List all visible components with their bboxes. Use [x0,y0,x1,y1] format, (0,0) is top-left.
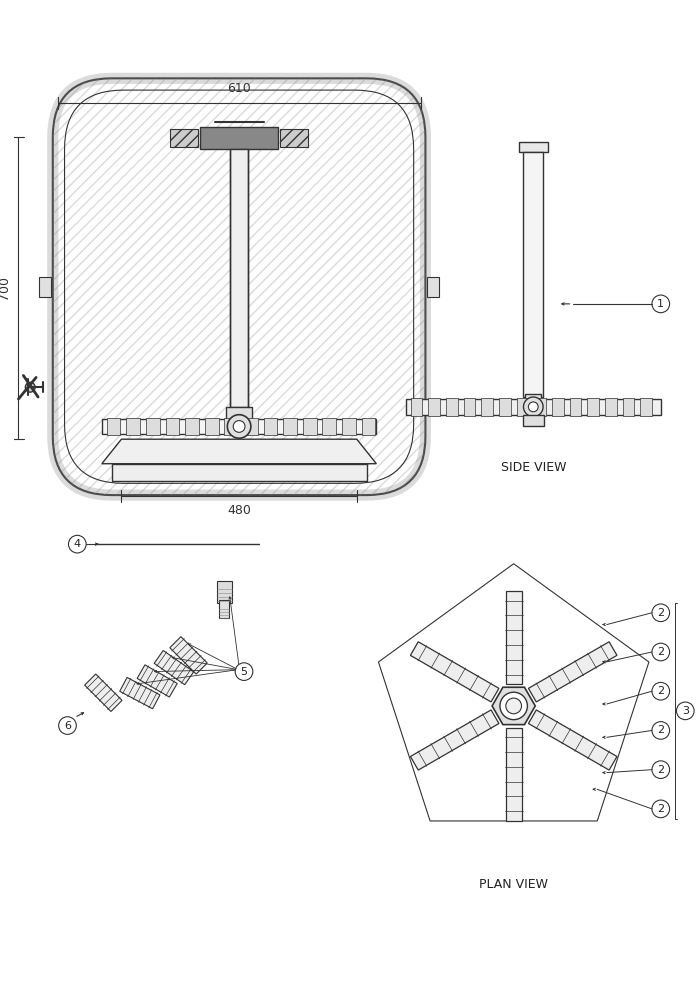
Text: 2: 2 [657,647,664,657]
Bar [519,142,548,152]
Circle shape [652,295,670,313]
Bar [323,418,336,435]
Bar [280,129,308,147]
Text: 4: 4 [74,539,81,549]
Text: 700: 700 [0,276,10,300]
Bar [524,152,543,397]
Bar [570,398,581,416]
Circle shape [652,722,670,739]
Bar [303,418,316,435]
Bar [640,398,652,416]
Bar [106,418,120,435]
Text: 2: 2 [657,725,664,735]
Text: 3: 3 [682,706,689,716]
Bar [284,418,297,435]
Bar [171,129,198,147]
Text: 5: 5 [241,667,248,677]
Polygon shape [528,642,617,702]
Circle shape [652,800,670,818]
Polygon shape [154,650,194,685]
Circle shape [652,604,670,622]
Circle shape [228,415,251,438]
Polygon shape [410,642,499,702]
Circle shape [652,643,670,661]
Bar [482,398,493,416]
Bar [220,600,230,618]
Bar [166,418,179,435]
Circle shape [500,692,527,720]
Bar [411,398,423,416]
Text: PLAN VIEW: PLAN VIEW [480,878,548,891]
Bar [587,398,599,416]
Bar [126,418,140,435]
Polygon shape [120,677,160,709]
Circle shape [652,761,670,778]
Circle shape [25,382,35,392]
Bar [406,399,661,415]
Circle shape [506,698,522,714]
Text: 610: 610 [228,82,251,95]
Text: 2: 2 [657,608,664,618]
Bar [205,418,218,435]
Bar [622,398,634,416]
Bar [186,418,199,435]
Circle shape [652,682,670,700]
Bar [39,277,51,297]
Circle shape [676,702,694,720]
Bar [230,149,248,407]
Bar [216,581,232,603]
Bar [226,407,252,426]
Text: 2: 2 [657,765,664,775]
Bar [463,398,475,416]
Polygon shape [102,439,377,464]
Circle shape [59,717,76,734]
Bar [526,394,541,419]
Bar [517,398,528,416]
Text: 6: 6 [64,721,71,731]
Bar [225,418,238,435]
Text: 2: 2 [657,804,664,814]
Polygon shape [528,710,617,770]
Bar [146,418,160,435]
Bar [552,398,564,416]
Text: 480: 480 [228,504,251,517]
Bar [605,398,617,416]
Bar [200,127,279,149]
Bar [342,418,356,435]
Polygon shape [506,591,522,684]
Text: SIDE VIEW: SIDE VIEW [500,461,566,474]
Circle shape [69,535,86,553]
Bar [362,418,375,435]
Bar [111,464,367,481]
Polygon shape [492,687,536,725]
Polygon shape [170,637,207,674]
Bar [264,418,277,435]
Bar [428,398,440,416]
Bar [428,277,439,297]
Bar [102,419,377,434]
Text: 2: 2 [657,686,664,696]
Polygon shape [85,674,122,711]
Bar [534,398,546,416]
Circle shape [524,397,543,417]
Bar [446,398,458,416]
Bar [244,418,258,435]
Circle shape [233,421,245,432]
Circle shape [235,663,253,680]
Bar [522,415,544,426]
Bar [499,398,511,416]
Polygon shape [410,710,499,770]
Polygon shape [137,665,177,697]
Circle shape [528,402,538,412]
Polygon shape [506,728,522,821]
Text: 1: 1 [657,299,664,309]
